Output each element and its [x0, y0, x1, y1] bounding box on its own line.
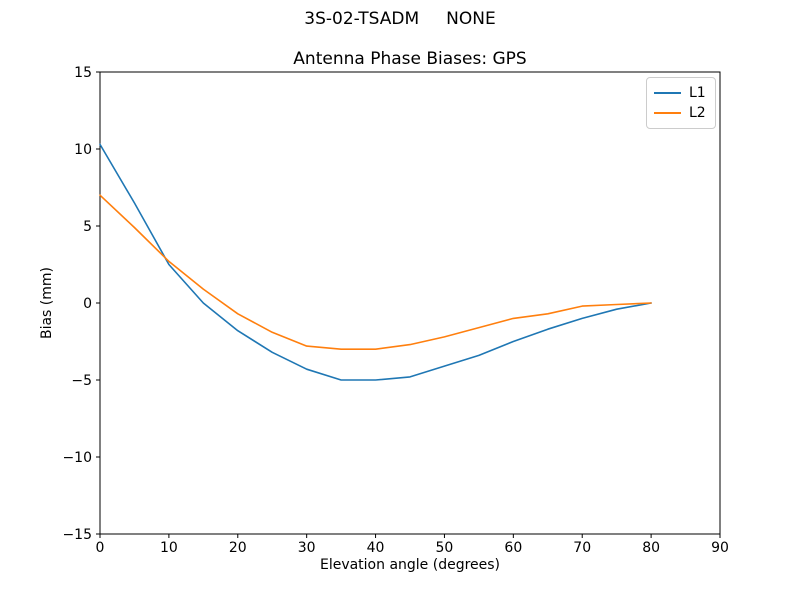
svg-text:15: 15 — [74, 65, 92, 81]
svg-text:70: 70 — [573, 540, 591, 556]
l2-line-sample — [654, 112, 681, 114]
svg-text:−15: −15 — [62, 527, 92, 543]
svg-text:20: 20 — [229, 540, 247, 556]
svg-text:−5: −5 — [71, 373, 92, 389]
svg-text:80: 80 — [642, 540, 660, 556]
legend: L1 L2 — [646, 77, 716, 129]
svg-text:0: 0 — [83, 296, 92, 312]
legend-entry-l2: L2 — [654, 103, 707, 123]
svg-text:40: 40 — [367, 540, 385, 556]
figure-suptitle: 3S-02-TSADM NONE — [304, 9, 496, 29]
svg-text:60: 60 — [504, 540, 522, 556]
x-axis-label: Elevation angle (degrees) — [319, 557, 501, 573]
data-curves — [99, 143, 652, 381]
l1-line-sample — [654, 92, 681, 94]
axes-title: Antenna Phase Biases: GPS — [293, 49, 527, 69]
svg-text:90: 90 — [711, 540, 729, 556]
legend-label-l2: L2 — [689, 105, 706, 121]
legend-entry-l1: L1 — [654, 83, 707, 103]
svg-text:30: 30 — [298, 540, 316, 556]
svg-text:10: 10 — [74, 142, 92, 158]
legend-label-l1: L1 — [689, 85, 706, 101]
svg-text:−10: −10 — [62, 450, 92, 466]
y-axis-label: Bias (mm) — [39, 266, 55, 340]
svg-text:0: 0 — [96, 540, 105, 556]
svg-text:50: 50 — [436, 540, 454, 556]
svg-text:10: 10 — [160, 540, 178, 556]
y-axis-ticks: 15 10 5 0 −5 −10 −15 — [62, 65, 100, 543]
x-axis-ticks: 0 10 20 30 40 50 60 70 80 90 — [96, 534, 729, 556]
axes-spines — [99, 71, 721, 535]
svg-text:5: 5 — [83, 219, 92, 235]
